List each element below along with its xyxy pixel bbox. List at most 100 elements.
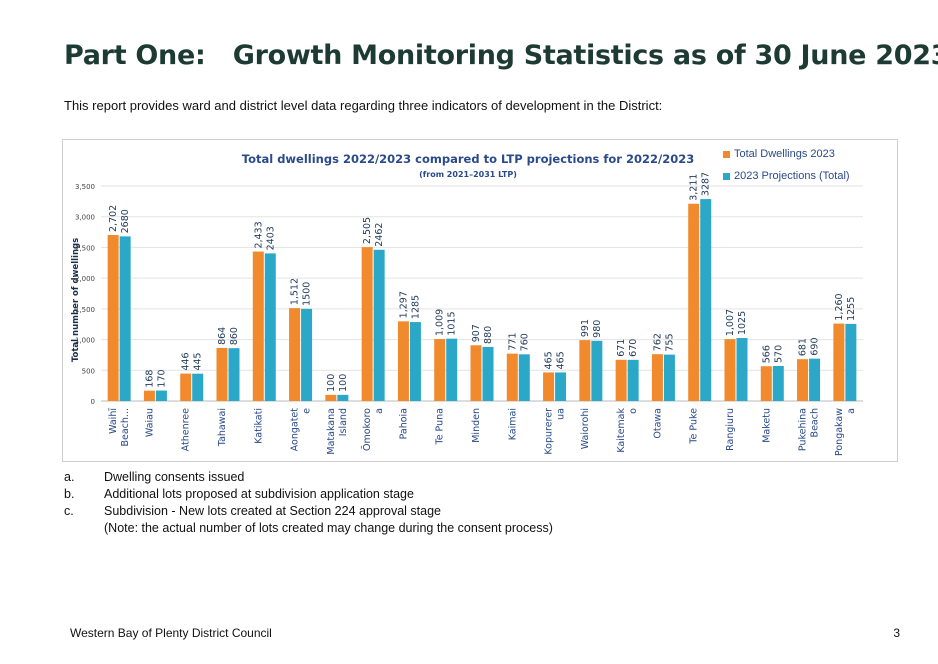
data-label: 671: [616, 339, 627, 357]
y-tick-label: 2,000: [75, 275, 95, 283]
category-label: Pongakaw: [834, 408, 845, 456]
bar-projection: [119, 236, 131, 401]
data-label: 3287: [701, 172, 712, 196]
data-label: 1,297: [398, 291, 409, 318]
bar-projection: [627, 359, 639, 401]
y-axis-label: Total number of dwellings: [71, 238, 81, 362]
data-label: 880: [483, 326, 494, 344]
bar-dwellings: [107, 235, 119, 401]
category-label: e: [302, 408, 313, 414]
bar-dwellings: [833, 323, 845, 401]
legend-item-projections: 2023 Projections (Total): [723, 170, 850, 182]
bar-dwellings: [506, 353, 518, 401]
data-label: 1,512: [290, 278, 301, 305]
data-label: 2,702: [108, 205, 119, 232]
page-number: 3: [893, 626, 900, 640]
data-label: 465: [556, 351, 567, 369]
bar-projection: [591, 340, 603, 401]
data-label: 2,505: [362, 217, 373, 244]
category-label: Katikati: [253, 408, 264, 444]
category-label: Beach...: [120, 408, 131, 447]
bar-dwellings: [615, 359, 627, 401]
note-extra: (Note: the actual number of lots created…: [104, 521, 553, 535]
category-label: Otawa: [652, 408, 663, 439]
data-label: 755: [664, 333, 675, 351]
bar-dwellings: [289, 308, 301, 401]
note-item: b. Additional lots proposed at subdivisi…: [64, 486, 553, 503]
data-label: 446: [181, 352, 192, 370]
y-tick-label: 0: [91, 398, 95, 406]
chart-legend: Total Dwellings 2023 2023 Projections (T…: [723, 148, 850, 192]
legend-label: 2023 Projections (Total): [734, 170, 850, 182]
category-label: Kopurerer: [544, 408, 555, 455]
category-label: Tahawai: [217, 408, 228, 447]
note-text: Additional lots proposed at subdivision …: [104, 487, 414, 501]
data-label: 1500: [302, 282, 313, 306]
category-label: Ōmokoro: [362, 408, 373, 451]
note-letter: c.: [64, 504, 74, 518]
bar-dwellings: [651, 354, 663, 401]
bar-projection: [446, 338, 458, 401]
category-label: Waiau: [144, 408, 155, 437]
bar-dwellings: [797, 359, 809, 401]
bar-projection: [700, 199, 712, 401]
y-tick-label: 500: [82, 367, 95, 375]
data-label: 907: [471, 324, 482, 342]
note-text: Dwelling consents issued: [104, 470, 245, 484]
data-label: 991: [580, 319, 591, 337]
category-label: Kaitemak: [616, 408, 627, 453]
bar-dwellings: [724, 339, 736, 401]
data-label: 1,009: [435, 309, 446, 336]
intro-text: This report provides ward and district l…: [64, 98, 663, 113]
chart-subtitle: (from 2021–2031 LTP): [419, 170, 517, 179]
data-label: 670: [628, 339, 639, 357]
bar-projection: [409, 322, 421, 401]
note-item: c. Subdivision - New lots created at Sec…: [64, 503, 553, 520]
category-label: Rangiuru: [725, 408, 736, 451]
bar-projection: [301, 308, 313, 401]
data-label: 2,433: [253, 221, 264, 248]
category-label: Pahoia: [398, 408, 409, 439]
category-label: Island: [338, 408, 349, 436]
data-label: 170: [156, 369, 167, 387]
data-label: 2403: [265, 226, 276, 250]
bar-dwellings: [470, 345, 482, 401]
bar-dwellings: [325, 394, 337, 401]
note-letter: b.: [64, 487, 75, 501]
category-label: Matakana: [326, 408, 337, 455]
category-label: Maketu: [761, 408, 772, 443]
chart-svg: Total dwellings 2022/2023 compared to LT…: [71, 152, 863, 456]
note-letter: a.: [64, 470, 75, 484]
bar-projection: [518, 354, 530, 401]
y-tick-label: 3,500: [75, 183, 95, 191]
category-label: a: [846, 408, 857, 414]
category-label: Athenree: [181, 408, 192, 451]
data-label: 465: [544, 351, 555, 369]
bar-projection: [373, 249, 385, 401]
dwellings-chart: Total dwellings 2022/2023 compared to LT…: [62, 139, 898, 462]
category-label: o: [628, 408, 639, 414]
note-item: a. Dwelling consents issued: [64, 469, 553, 486]
chart-title: Total dwellings 2022/2023 compared to LT…: [242, 152, 694, 166]
category-label: Te Puna: [435, 408, 446, 445]
data-label: 100: [326, 374, 337, 392]
data-label: 1255: [846, 297, 857, 321]
category-label: Aongatet: [290, 408, 301, 452]
footer-organisation: Western Bay of Plenty District Council: [70, 626, 272, 640]
category-label: Waiorohi: [580, 408, 591, 449]
bar-projection: [264, 253, 276, 401]
bar-projection: [337, 394, 349, 401]
bar-dwellings: [143, 390, 155, 401]
data-label: 1025: [737, 311, 748, 335]
category-label: Beach: [810, 408, 821, 437]
y-tick-label: 1,000: [75, 337, 95, 345]
legend-swatch-orange: [723, 150, 730, 158]
bar-projection: [663, 354, 675, 401]
category-label: Te Puke: [689, 408, 700, 445]
bar-dwellings: [434, 339, 446, 401]
bar-dwellings: [688, 203, 700, 401]
data-label: 771: [507, 332, 518, 350]
data-label: 690: [810, 337, 821, 355]
bar-projection: [482, 346, 494, 401]
data-label: 1,260: [834, 293, 845, 320]
